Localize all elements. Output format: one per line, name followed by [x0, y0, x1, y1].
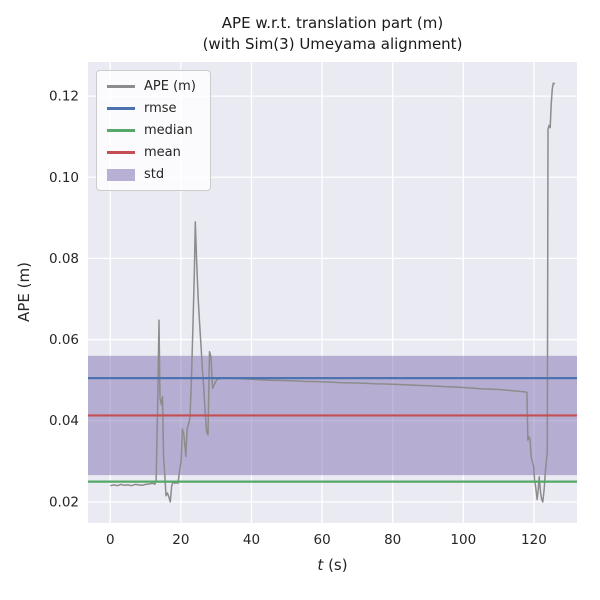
legend-line-swatch [107, 151, 135, 154]
x-tick-label: 40 [243, 532, 260, 548]
y-tick-label: 0.12 [49, 89, 79, 105]
x-tick-label: 20 [172, 532, 189, 548]
y-tick-label: 0.02 [49, 494, 79, 510]
x-tick-label: 120 [521, 532, 547, 548]
y-tick-label: 0.10 [49, 170, 79, 186]
legend-item-ape-m-: APE (m) [107, 79, 196, 94]
x-tick-label: 0 [106, 532, 115, 548]
x-axis-label: t (s) [88, 556, 577, 574]
legend-item-mean: mean [107, 145, 196, 160]
legend-patch-swatch [107, 168, 135, 181]
legend-item-std: std [107, 167, 196, 182]
x-tick-label: 100 [450, 532, 476, 548]
ape-line [110, 82, 556, 503]
chart-title-line2: (with Sim(3) Umeyama alignment) [202, 35, 463, 53]
y-axis-label: APE (m) [15, 262, 33, 322]
legend-item-rmse: rmse [107, 101, 196, 116]
legend-line-swatch [107, 107, 135, 110]
legend-line-swatch [107, 85, 135, 88]
chart-title-line1: APE w.r.t. translation part (m) [221, 14, 444, 32]
legend-label: mean [144, 145, 181, 160]
y-tick-label: 0.06 [49, 332, 79, 348]
x-tick-label: 80 [384, 532, 401, 548]
legend-item-median: median [107, 123, 196, 138]
legend-label: APE (m) [144, 79, 196, 94]
legend-label: rmse [144, 101, 177, 116]
legend-line-swatch [107, 129, 135, 132]
y-tick-label: 0.04 [49, 413, 79, 429]
legend-box: APE (m) rmse median mean std [96, 70, 211, 191]
y-tick-label: 0.08 [49, 251, 79, 267]
chart-title: APE w.r.t. translation part (m) (with Si… [88, 13, 577, 55]
legend-label: median [144, 123, 193, 138]
x-axis-label-var: t [317, 556, 324, 574]
x-tick-label: 60 [313, 532, 330, 548]
x-axis-label-unit: (s) [323, 556, 348, 574]
legend-label: std [144, 167, 165, 182]
